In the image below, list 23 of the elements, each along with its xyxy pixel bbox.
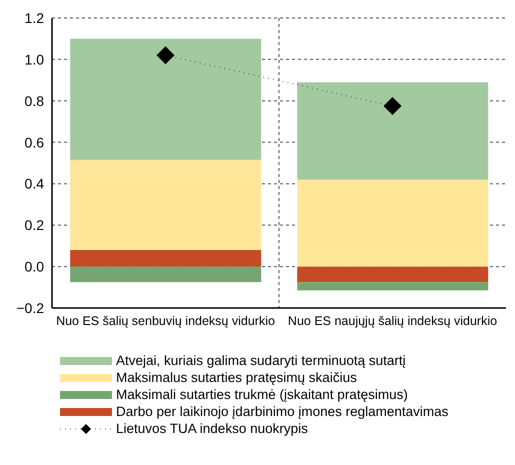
bar	[70, 266, 262, 282]
bar	[297, 282, 488, 290]
y-tick-label: 0.6	[24, 134, 44, 150]
bar	[297, 82, 488, 180]
y-tick-label: 0.2	[24, 217, 44, 234]
legend-label: Maksimali sutarties trukmė (įskaitant pratęsimus)	[116, 386, 408, 403]
y-tick-label: 0.8	[24, 92, 44, 109]
y-tick-label: −0.2	[16, 300, 44, 316]
x-tick-label: Nuo ES naujųjų šalių indeksų vidurkio	[288, 314, 498, 328]
legend-label: Atvejai, kuriais galima sudaryti terminuotą sutartį	[116, 352, 406, 369]
y-tick-label: 0.4	[24, 176, 44, 192]
bar	[70, 250, 262, 267]
legend-label: Maksimalus sutarties pratęsimų skaičius	[116, 369, 357, 386]
legend-label: Darbo per laikinojo įdarbinimo įmones reglamentavimas	[116, 403, 448, 420]
y-tick-label: 1.2	[24, 10, 44, 26]
bar	[70, 160, 262, 250]
x-tick-label: Nuo ES šalių senbuvių indeksų vidurkio	[56, 314, 275, 328]
bar	[297, 266, 488, 282]
bar	[297, 180, 488, 267]
y-tick-label: 1.0	[24, 51, 44, 68]
y-tick-label: 0.0	[24, 258, 44, 275]
bar	[70, 38, 262, 160]
legend-label: Lietuvos TUA indekso nuokrypis	[116, 420, 308, 437]
